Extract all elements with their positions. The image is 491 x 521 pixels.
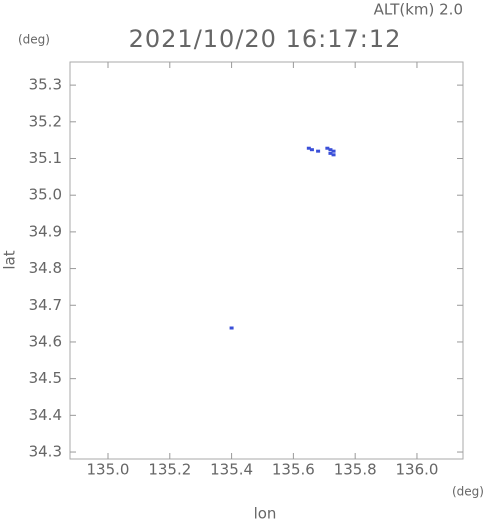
point [309, 148, 314, 152]
x-unit: (deg) [452, 485, 484, 499]
y-tick-label: 35.0 [29, 186, 62, 204]
point [229, 326, 234, 330]
x-tick-label: 135.4 [210, 461, 253, 479]
subtitle: ALT(km) 2.0 [374, 1, 463, 19]
y-tick-label: 35.3 [29, 76, 62, 94]
x-tick-label: 135.2 [148, 461, 191, 479]
x-tick-label: 135.8 [334, 461, 377, 479]
point [328, 151, 333, 155]
x-axis-label: lon [254, 505, 277, 521]
x-tick-label: 135.0 [87, 461, 130, 479]
y-tick-label: 35.1 [29, 149, 62, 167]
plot-frame [69, 61, 464, 460]
chart-title: 2021/10/20 16:17:12 [129, 25, 402, 53]
x-tick-label: 135.6 [272, 461, 315, 479]
point [306, 146, 311, 150]
y-tick-label: 34.5 [29, 369, 62, 387]
y-tick-label: 34.9 [29, 222, 62, 240]
point [331, 149, 336, 153]
y-tick-label: 34.8 [29, 259, 62, 277]
point [331, 153, 336, 157]
y-tick-label: 34.4 [29, 406, 62, 424]
y-unit: (deg) [18, 33, 50, 47]
y-tick-label: 34.7 [29, 296, 62, 314]
y-tick-label: 34.6 [29, 332, 62, 350]
point [328, 148, 333, 152]
y-tick-label: 34.3 [29, 443, 62, 461]
x-tick-label: 136.0 [395, 461, 438, 479]
y-tick-label: 35.2 [29, 112, 62, 130]
y-axis-label: lat [1, 250, 19, 269]
point [325, 146, 330, 150]
point [316, 149, 321, 153]
